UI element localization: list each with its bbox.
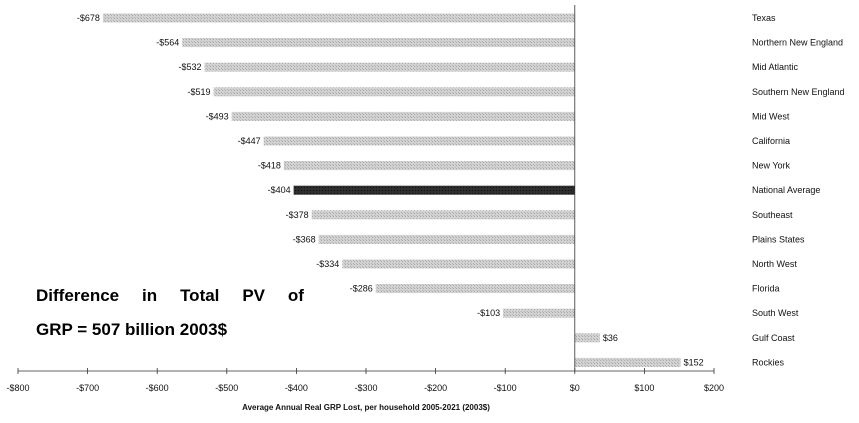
x-tick-label: -$300 — [354, 383, 377, 393]
category-label: Southern New England — [752, 87, 845, 97]
category-label: Mid West — [752, 111, 790, 121]
value-label: -$532 — [178, 62, 201, 72]
value-label: -$334 — [316, 259, 339, 269]
bar — [311, 210, 575, 220]
x-tick-label: -$100 — [494, 383, 517, 393]
x-tick-label: -$200 — [424, 383, 447, 393]
category-label: Southeast — [752, 210, 793, 220]
category-label: Florida — [752, 284, 780, 294]
bar — [503, 308, 575, 318]
x-tick-label: $200 — [704, 383, 724, 393]
bar — [318, 234, 575, 244]
x-axis-title: Average Annual Real GRP Lost, per househ… — [242, 403, 490, 412]
category-label: South West — [752, 308, 799, 318]
value-label: -$378 — [286, 210, 309, 220]
category-label: Plains States — [752, 234, 805, 244]
bar — [102, 13, 575, 23]
bar — [204, 62, 575, 72]
category-label: Rockies — [752, 357, 785, 367]
bar — [213, 87, 575, 97]
annotation-word: in — [142, 286, 158, 305]
bar — [263, 136, 575, 146]
value-label: -$418 — [258, 161, 281, 171]
value-label: $152 — [684, 357, 704, 367]
category-label: Mid Atlantic — [752, 62, 799, 72]
value-label: -$368 — [293, 234, 316, 244]
annotation-word: PV — [242, 286, 266, 305]
x-tick-label: -$700 — [76, 383, 99, 393]
x-tick-label: $0 — [570, 383, 580, 393]
x-tick-label: -$800 — [6, 383, 29, 393]
value-label: -$493 — [206, 111, 229, 121]
annotation-word: Total — [180, 286, 220, 305]
category-label: California — [752, 136, 790, 146]
x-tick-label: -$500 — [215, 383, 238, 393]
annotation-word: of — [287, 286, 304, 305]
category-label: National Average — [752, 185, 820, 195]
category-label: New York — [752, 161, 791, 171]
value-label: -$103 — [477, 308, 500, 318]
category-label: North West — [752, 259, 797, 269]
value-label: -$404 — [268, 185, 291, 195]
bar — [231, 111, 575, 121]
bars-group: -$678 Texas -$564 Northern New England -$532… — [77, 13, 845, 367]
bar — [375, 284, 575, 294]
x-axis: -$800 -$700 -$600 -$500 -$400 -$300 -$200 -$100… — [6, 5, 724, 393]
annotation-line-2: GRP = 507 billion 2003$ — [36, 320, 228, 339]
category-label: Texas — [752, 13, 776, 23]
value-label: -$678 — [77, 13, 100, 23]
value-label: -$564 — [156, 38, 179, 48]
x-tick-label: -$600 — [146, 383, 169, 393]
value-label: -$286 — [350, 284, 373, 294]
annotation-line-1: Difference in Total PV of — [36, 286, 304, 306]
category-label: Gulf Coast — [752, 333, 795, 343]
x-tick-label: $100 — [634, 383, 654, 393]
bar-highlight — [293, 185, 575, 195]
value-label: -$519 — [188, 87, 211, 97]
x-tick-label: -$400 — [285, 383, 308, 393]
bar — [574, 333, 600, 343]
bar — [283, 161, 575, 171]
value-label: -$447 — [238, 136, 261, 146]
bar — [342, 259, 575, 269]
bar — [182, 38, 575, 48]
annotation-word: Difference — [36, 286, 120, 305]
value-label: $36 — [603, 333, 618, 343]
bar — [574, 357, 681, 367]
category-label: Northern New England — [752, 38, 843, 48]
